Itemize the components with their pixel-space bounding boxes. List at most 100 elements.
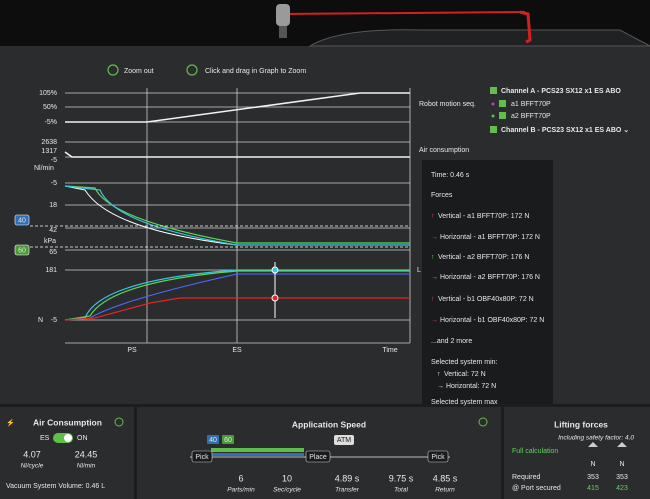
step-label: Pick [431, 454, 445, 461]
panel [504, 407, 650, 499]
row-label: Required [512, 474, 541, 481]
zoom-hint: Click and drag in Graph to Zoom [205, 68, 306, 75]
cursor-dot [271, 266, 279, 274]
cell: 353 [587, 474, 599, 481]
legend-channel[interactable]: Channel A - PCS23 SX12 x1 ES ABO [501, 88, 621, 95]
checkbox[interactable] [499, 112, 506, 119]
progress [211, 453, 304, 456]
x-label: ES [232, 347, 242, 354]
tooltip-min: Vertical: 72 N [444, 371, 486, 378]
pressure-curve [64, 185, 410, 246]
suction-icon [588, 442, 598, 447]
y-label: 105% [39, 90, 57, 97]
badge [14, 244, 30, 256]
checkbox[interactable] [490, 126, 497, 133]
badge [207, 435, 219, 444]
link[interactable]: Full calculation [512, 448, 558, 455]
air-curve [64, 151, 410, 158]
pressure-curve [64, 185, 410, 244]
tooltip-force: Vertical - b1 OBF40x80P: 72 N [438, 296, 534, 303]
toggle-label: ON [77, 435, 88, 442]
legend-dot [491, 114, 495, 118]
row-label: @ Port secured [512, 485, 561, 492]
metric-unit: Parts/min [227, 487, 255, 494]
panel-title: Application Speed [292, 419, 366, 429]
unit-label: N [619, 461, 624, 468]
y-label: -5 [51, 317, 57, 324]
metric-unit: Sec/cycle [273, 487, 301, 494]
tooltip-min: Horizontal: 72 N [446, 383, 496, 390]
y-label: 42 [49, 227, 57, 234]
panel [0, 407, 134, 499]
suction-icon [617, 442, 627, 447]
arrow: ↑ [431, 254, 435, 261]
metric-value: 24.45 [75, 449, 98, 459]
step [334, 435, 354, 445]
legend-item[interactable]: a2 BFFT70P [511, 113, 551, 120]
arrow: ↑ [437, 371, 441, 378]
tooltip-heading: Forces [431, 192, 453, 199]
pressure-curve [64, 185, 410, 246]
checkbox[interactable] [499, 100, 506, 107]
tooltip [422, 160, 553, 404]
arrow: → [431, 317, 438, 324]
arrow: → [431, 234, 438, 241]
volume: Vacuum System Volume: 0.46 L [6, 483, 105, 490]
y-label: 181 [45, 267, 57, 274]
robot-tool [279, 26, 287, 38]
metric-unit: Nl/cycle [21, 463, 44, 470]
y-label: -5 [51, 180, 57, 187]
panel-title: Lifting forces [554, 419, 608, 429]
gripper-outline [308, 29, 650, 47]
metric-unit: Nl/min [77, 463, 96, 470]
arrow: ↑ [431, 213, 435, 220]
robot-gripper [519, 10, 532, 44]
info-icon[interactable] [478, 417, 488, 427]
step-label: Place [309, 454, 327, 461]
step [305, 450, 331, 463]
legend-dot [491, 102, 495, 106]
toggle-label: ES [40, 435, 50, 442]
zoom-out[interactable]: Zoom out [124, 68, 154, 75]
metric-value: 4.89 s [335, 473, 360, 483]
tooltip-heading: Selected system min: [431, 359, 498, 366]
x-label: PS [127, 347, 137, 354]
y-label: 65 [49, 249, 57, 256]
legend-fragment: L [417, 267, 421, 274]
zoom-in-icon[interactable] [186, 64, 198, 76]
info-icon[interactable] [114, 417, 124, 427]
force-curve [64, 269, 410, 321]
step-label: Pick [195, 454, 209, 461]
metric-unit: Return [435, 487, 455, 494]
y-label: -5% [45, 119, 57, 126]
step [427, 450, 449, 463]
progress [211, 448, 304, 452]
metric-unit: Total [394, 487, 408, 494]
cell: 353 [616, 474, 628, 481]
zoom-out-icon[interactable] [107, 64, 119, 76]
badge-label: 60 [224, 437, 232, 444]
arrow: ↑ [431, 296, 435, 303]
arrow: → [431, 274, 438, 281]
robot-motion-curve [65, 92, 410, 123]
badge-label: 40 [209, 437, 217, 444]
legend-item[interactable]: a1 BFFT70P [511, 101, 551, 108]
y-unit: N [38, 317, 43, 324]
force-curve [64, 297, 410, 321]
tooltip-force: Vertical - a1 BFFT70P: 172 N [438, 213, 529, 220]
y-label: 50% [43, 104, 57, 111]
legend-channel[interactable]: Channel B - PCS23 SX12 x1 ES ABO ⌄ [501, 127, 629, 134]
robot-arm [282, 11, 526, 15]
y-label: -5 [51, 157, 57, 164]
metric-unit: Transfer [335, 487, 360, 494]
legend-heading: Robot motion seq. [419, 101, 476, 108]
y-label: 2638 [41, 139, 57, 146]
y-unit: kPa [44, 238, 56, 245]
badge [14, 214, 30, 226]
force-curve [64, 273, 410, 321]
tooltip-force: Horizontal - b1 OBF40x80P: 72 N [440, 317, 544, 324]
y-unit: Nl/min [34, 165, 54, 172]
checkbox[interactable] [490, 87, 497, 94]
tooltip-force: Horizontal - a2 BFFT70P: 176 N [440, 274, 540, 281]
